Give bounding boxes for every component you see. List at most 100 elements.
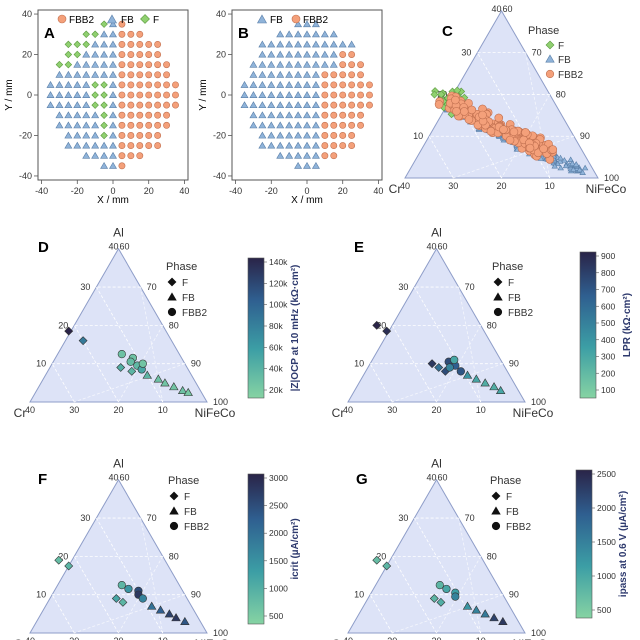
legend-fbb2-marker	[169, 521, 179, 531]
wafer-point-fb	[46, 91, 55, 98]
legend-f-label: F	[506, 492, 512, 503]
legend-f-marker	[491, 491, 501, 501]
colorbar-label: |Z|OCP at 10 mHz (kΩ·cm²)	[290, 265, 301, 392]
al-tick-label: 10	[354, 590, 364, 600]
ternary-point-fb	[169, 382, 179, 391]
wafer-point-fbb2	[136, 71, 144, 79]
wafer-point-fb	[91, 50, 100, 58]
colorbar-tick-label: 500	[269, 611, 283, 621]
wafer-point-fb	[73, 111, 82, 119]
wafer-point-fbb2	[357, 81, 365, 89]
wafer-point-fbb2	[127, 61, 135, 69]
wafer-point-fbb2	[357, 121, 365, 129]
wafer-point-fb	[64, 111, 73, 119]
wafer-point-fb	[258, 121, 267, 129]
legend-fb-label: FB	[184, 507, 197, 518]
nifeco-tick-label: 100	[604, 173, 619, 183]
wafer-point-fb	[267, 70, 276, 78]
wafer-point-fb	[285, 50, 294, 58]
ternary-point-f	[372, 320, 382, 330]
panel-letter: F	[38, 471, 47, 488]
legend-f-label: F	[184, 492, 190, 503]
ternary-point-f	[54, 555, 64, 565]
legend-fb-label: FB	[121, 15, 134, 26]
wafer-point-fbb2	[154, 61, 162, 69]
panel-b-xlabel: X / mm	[291, 195, 323, 206]
x-tick-label: -20	[265, 186, 278, 196]
wafer-point-fb	[311, 111, 320, 119]
cr-tick-label: 30	[387, 405, 397, 415]
wafer-point-fb	[73, 101, 82, 109]
legend-title: Phase	[490, 475, 521, 487]
legend-fb-marker	[491, 506, 501, 515]
x-tick-label: 0	[110, 186, 115, 196]
x-tick-label: -40	[229, 186, 242, 196]
ternary-point-fb	[142, 370, 152, 379]
ternary-point-fbb2	[117, 349, 126, 359]
cr-tick-label: 20	[113, 636, 123, 640]
panel-a-wafer-points	[46, 20, 179, 170]
ternary-point-fbb2	[505, 135, 515, 145]
colorbar-tick-label: 1000	[597, 571, 616, 581]
wafer-point-fb	[64, 141, 73, 149]
grid-line-base	[453, 135, 575, 179]
wafer-point-fbb2	[118, 162, 126, 170]
colorbar-tick-label: 1000	[269, 583, 288, 593]
y-tick-label: 40	[216, 9, 226, 19]
wafer-point-fb	[258, 101, 267, 109]
ternary-point-fb	[489, 613, 499, 622]
panel-a-xlabel: X / mm	[97, 195, 129, 206]
wafer-point-fbb2	[127, 30, 135, 38]
legend-fb-marker	[545, 54, 555, 63]
wafer-point-fb	[276, 30, 285, 38]
cr-tick-label: 10	[476, 405, 486, 415]
colorbar-tick-label: 1500	[597, 537, 616, 547]
wafer-point-fbb2	[330, 152, 338, 160]
wafer-point-fb	[109, 91, 117, 98]
wafer-point-fb	[91, 111, 100, 119]
al-tick-label: 30	[398, 513, 408, 523]
colorbar	[247, 473, 265, 625]
wafer-point-f	[82, 40, 90, 49]
axis-label-cr: Cr	[389, 182, 402, 196]
cr-tick-label: 10	[476, 636, 486, 640]
wafer-point-fbb2	[136, 152, 144, 160]
legend-fb-marker	[169, 506, 179, 515]
wafer-point-fb	[258, 40, 267, 48]
grid-line-base	[392, 594, 504, 634]
wafer-point-fb	[294, 80, 303, 88]
wafer-point-f	[73, 50, 82, 59]
wafer-point-fbb2	[145, 71, 153, 79]
ternary-point-fb	[581, 164, 589, 171]
wafer-point-fbb2	[154, 51, 162, 58]
wafer-point-fb	[109, 101, 117, 109]
wafer-point-fb	[267, 40, 276, 48]
wafer-point-fbb2	[136, 111, 144, 119]
ternary-point-fbb2	[450, 355, 459, 364]
nifeco-tick-label: 90	[509, 590, 519, 600]
wafer-point-f	[73, 40, 82, 49]
wafer-point-fbb2	[127, 101, 135, 109]
colorbar-tick-label: 700	[601, 285, 615, 295]
grid-line-base	[140, 286, 164, 403]
grid-line-cr	[51, 594, 75, 634]
wafer-point-fbb2	[145, 40, 153, 48]
wafer-point-fb	[91, 40, 100, 48]
wafer-point-fbb2	[321, 142, 329, 150]
grid-line-cr	[96, 517, 164, 634]
wafer-point-fb	[91, 70, 100, 78]
grid-line-cr	[414, 517, 482, 634]
nifeco-tick-label: 70	[465, 282, 475, 292]
cr-tick-label: 30	[448, 181, 458, 191]
wafer-point-fb	[311, 40, 320, 48]
wafer-point-fb	[55, 101, 64, 109]
y-tick-label: -20	[19, 130, 32, 140]
wafer-point-f	[100, 131, 108, 140]
wafer-point-fb	[303, 20, 311, 28]
wafer-point-fb	[55, 111, 64, 119]
wafer-point-fb	[109, 30, 117, 38]
wafer-point-fbb2	[136, 81, 144, 89]
ternary-point-fb	[480, 609, 490, 618]
wafer-point-fbb2	[127, 81, 135, 89]
